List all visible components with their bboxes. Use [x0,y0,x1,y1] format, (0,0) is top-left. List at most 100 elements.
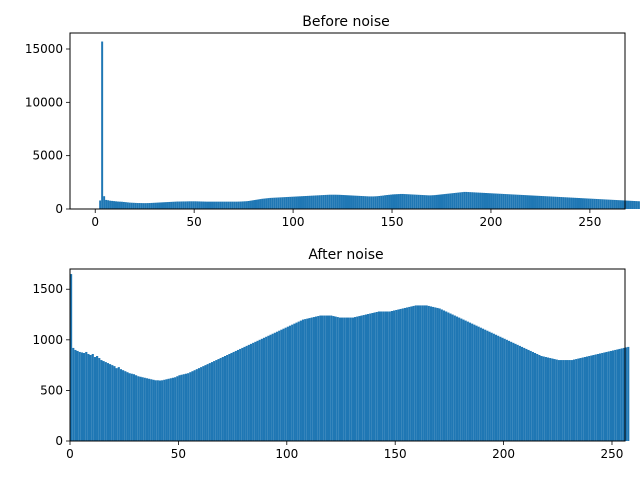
histogram-bar [132,374,136,441]
histogram-bar [128,373,131,441]
histogram-bar [141,377,144,441]
histogram-bar [520,346,524,441]
histogram-bar [234,350,237,441]
histogram-bar [399,308,402,441]
histogram-bar [275,197,278,209]
histogram-bar [473,324,476,441]
histogram-bar [132,202,135,209]
histogram-bar [302,196,305,209]
histogram-bar [607,199,610,209]
histogram-bar [352,195,355,209]
histogram-bar [579,358,582,441]
histogram-bar [295,196,298,209]
chart-title-after-noise: After noise [308,247,383,263]
histogram-bar [410,306,413,441]
histogram-bar [531,351,534,441]
x-tick-label: 250 [578,215,601,229]
histogram-bar [502,193,505,209]
histogram-bar [356,316,359,441]
histogram-bar [83,352,86,441]
histogram-bar [526,195,529,209]
histogram-bar [190,201,193,209]
histogram-bar [241,347,244,441]
histogram-bar [345,317,348,441]
histogram-bar [462,319,465,441]
histogram-bar [327,315,331,441]
histogram-bar [317,316,320,441]
histogram-bar [581,198,584,209]
histogram-bar [538,195,541,209]
histogram-bar [486,193,489,209]
histogram-bar [475,192,478,209]
histogram-bar [373,312,376,441]
histogram-bar [598,353,602,441]
histogram-bar [447,193,450,209]
histogram-bar [182,201,185,209]
histogram-bar [635,201,638,209]
histogram-bar [490,193,493,209]
chart-title-before-noise: Before noise [302,14,389,30]
histogram-bar [160,202,163,209]
histogram-bar [257,199,260,209]
y-tick-label: 5000 [32,149,63,163]
histogram-bar [585,356,589,441]
histogram-bar [419,194,422,209]
histogram-bar [568,197,571,209]
histogram-bar [332,316,335,441]
histogram-bar [548,196,551,209]
histogram-bar [518,194,521,209]
histogram-bar [533,352,537,441]
x-tick-label: 0 [66,447,74,461]
histogram-bar [225,201,228,209]
histogram-bar [510,341,513,441]
histogram-bar [111,365,114,441]
histogram-bar [243,346,246,441]
histogram-bar [382,311,385,441]
histogram-bar [258,339,261,441]
histogram-bar [435,194,438,209]
histogram-bar [525,348,528,441]
histogram-bar [460,318,463,441]
histogram-bar [380,311,383,441]
histogram-bar [336,194,339,209]
histogram-bar [209,201,212,209]
histogram-bar [445,193,448,209]
histogram-bar [596,353,599,441]
histogram-bar [370,196,373,209]
histogram-bar [287,196,290,209]
histogram-bar [226,355,229,441]
bars-before-noise [99,41,640,209]
histogram-bar [282,328,285,441]
histogram-bar [80,352,84,441]
histogram-bar [146,203,149,209]
histogram-bar [529,350,532,441]
histogram-bar [269,197,272,209]
histogram-bar [347,317,350,441]
histogram-bar [299,196,301,209]
histogram-bar [423,305,426,441]
y-tick-label: 1500 [32,282,63,296]
histogram-bar [306,195,309,209]
histogram-bar [99,200,102,209]
histogram-bar [124,202,127,209]
histogram-bar [414,305,417,441]
histogram-bar [473,192,476,209]
histogram-bar [360,315,363,441]
histogram-bar [464,320,467,441]
histogram-bar [481,328,485,441]
histogram-bar [553,359,556,441]
histogram-bar [603,352,606,441]
histogram-bar [267,198,270,209]
histogram-bar [152,379,155,441]
histogram-bar [463,191,466,209]
histogram-bar [120,201,123,209]
histogram-bar [485,193,487,209]
histogram-bar [406,307,409,441]
histogram-bar [169,378,172,441]
histogram-bar [152,202,155,209]
histogram-bar [122,201,125,209]
histogram-bar [627,346,630,441]
histogram-bar [375,312,378,441]
histogram-bar [236,349,240,441]
histogram-bar [384,311,387,441]
